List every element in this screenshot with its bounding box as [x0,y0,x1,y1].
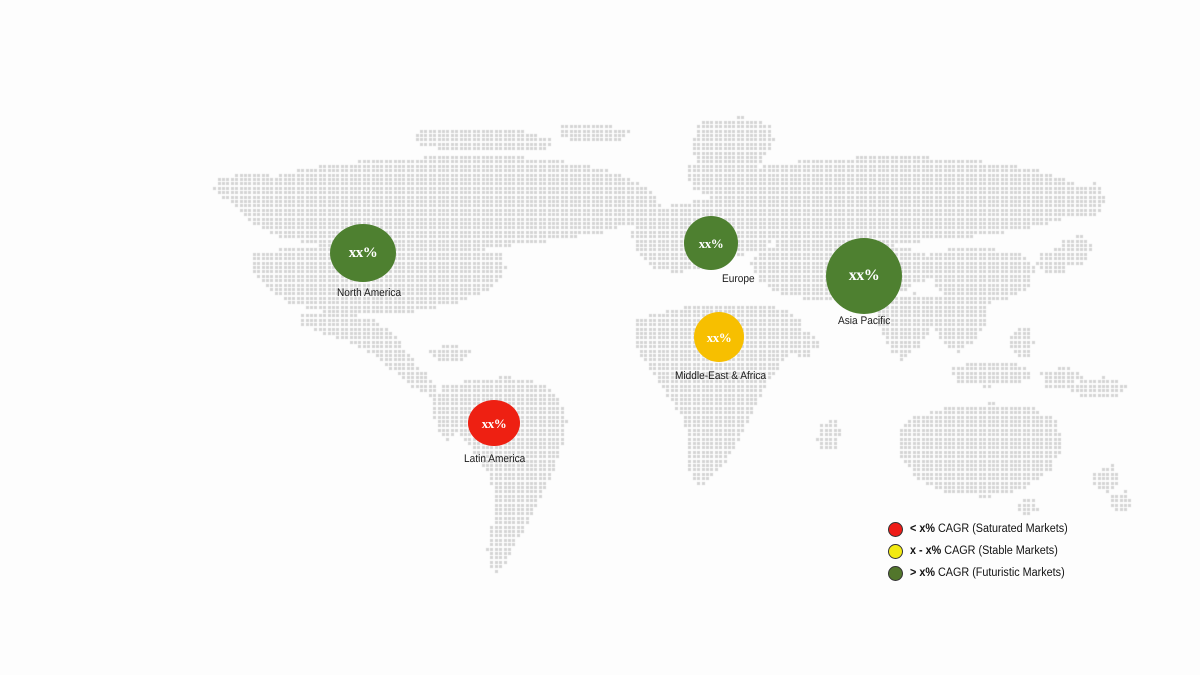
region-bubble-asia-pacific[interactable]: xx% [826,238,902,314]
region-label-europe: Europe [722,273,755,285]
region-label-middle-east-africa: Middle-East & Africa [675,370,767,382]
region-bubble-europe[interactable]: xx% [684,216,738,270]
legend-label-saturated: < x% CAGR (Saturated Markets) [910,523,1068,535]
legend-suffix-saturated: CAGR (Saturated Markets) [934,523,1068,535]
region-label-asia-pacific: Asia Pacific [838,315,891,327]
legend-prefix-saturated: < x% [910,523,935,535]
region-label-north-america: North America [337,287,402,299]
legend-dot-saturated-icon [888,521,903,537]
legend-suffix-futuristic: CAGR (Futuristic Markets) [934,567,1065,579]
region-label-latin-america: Latin America [464,453,526,465]
legend-item-stable[interactable]: x - x% CAGR (Stable Markets) [888,540,1098,562]
legend-dot-futuristic-icon [888,565,903,581]
legend-dot-stable-icon [888,543,903,559]
legend-label-stable: x - x% CAGR (Stable Markets) [910,545,1058,557]
region-value-middle-east-africa: xx% [706,329,732,345]
region-bubble-middle-east-africa[interactable]: xx% [694,312,744,362]
region-bubble-latin-america[interactable]: xx% [468,400,520,446]
legend-label-futuristic: > x% CAGR (Futuristic Markets) [910,567,1065,579]
legend-item-saturated[interactable]: < x% CAGR (Saturated Markets) [888,518,1098,540]
region-value-asia-pacific: xx% [848,267,880,284]
cagr-legend: < x% CAGR (Saturated Markets) x - x% CAGR… [888,518,1098,584]
region-value-latin-america: xx% [481,415,507,431]
legend-suffix-stable: CAGR (Stable Markets) [941,545,1058,557]
region-value-europe: xx% [698,235,724,251]
legend-item-futuristic[interactable]: > x% CAGR (Futuristic Markets) [888,562,1098,584]
legend-prefix-futuristic: > x% [910,567,935,579]
legend-prefix-stable: x - x% [910,545,942,557]
region-value-north-america: xx% [348,244,378,261]
region-bubble-north-america[interactable]: xx% [330,224,396,282]
